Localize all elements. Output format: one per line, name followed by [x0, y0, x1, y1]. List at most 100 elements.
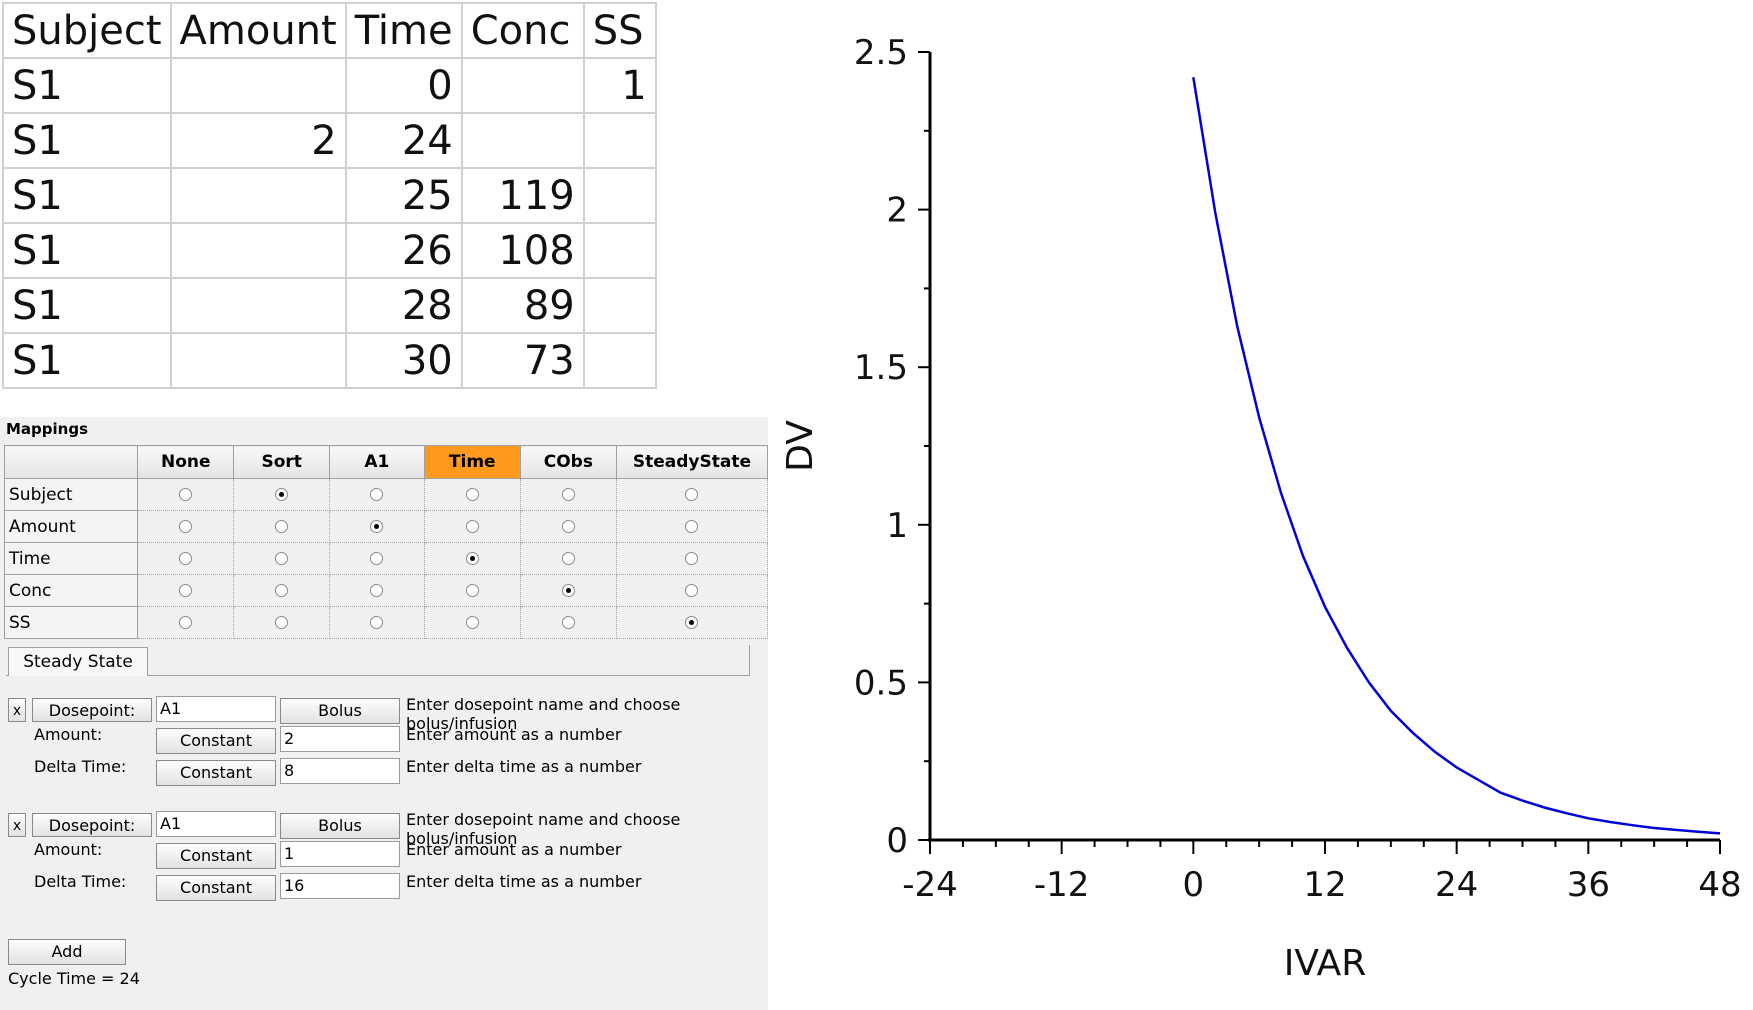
amount-input[interactable]: 2: [280, 726, 400, 752]
table-cell[interactable]: S1: [2, 222, 172, 279]
radio-button[interactable]: [275, 520, 289, 533]
table-cell[interactable]: 26: [344, 222, 463, 279]
radio-button[interactable]: [685, 584, 699, 597]
radio-button[interactable]: [561, 488, 575, 501]
add-button[interactable]: Add: [8, 939, 126, 965]
bolus-button[interactable]: Bolus: [280, 698, 400, 724]
amount-mode-button[interactable]: Constant: [156, 843, 276, 869]
table-cell[interactable]: 1: [582, 57, 657, 114]
mapping-column-steadystate[interactable]: SteadyState: [615, 445, 769, 479]
bolus-button[interactable]: Bolus: [280, 813, 400, 839]
mapping-cell: [423, 478, 521, 511]
dosepoint-input[interactable]: A1: [156, 811, 276, 837]
radio-button[interactable]: [275, 552, 289, 565]
table-cell[interactable]: 89: [460, 277, 585, 334]
series-line: [1192, 76, 1721, 835]
table-cell[interactable]: 30: [344, 332, 463, 389]
radio-button[interactable]: [465, 488, 479, 501]
delta-mode-button[interactable]: Constant: [156, 875, 276, 901]
column-header-time[interactable]: Time: [344, 2, 463, 59]
remove-dose-button[interactable]: x: [8, 813, 26, 837]
table-cell[interactable]: S1: [2, 112, 172, 169]
mapping-column-time[interactable]: Time: [423, 445, 521, 479]
mapping-row-label: Time: [3, 542, 139, 575]
table-cell[interactable]: S1: [2, 277, 172, 334]
table-cell[interactable]: [582, 222, 657, 279]
radio-button[interactable]: [370, 552, 384, 565]
radio-button[interactable]: [561, 616, 575, 629]
radio-button[interactable]: [685, 616, 699, 629]
x-axis-label: IVAR: [1284, 943, 1367, 984]
x-tick-label: 36: [1567, 865, 1610, 905]
radio-button[interactable]: [685, 520, 699, 533]
table-cell[interactable]: 24: [344, 112, 463, 169]
table-cell[interactable]: 28: [344, 277, 463, 334]
delta-time-input[interactable]: 8: [280, 758, 400, 784]
radio-button[interactable]: [275, 488, 289, 501]
radio-button[interactable]: [179, 552, 193, 565]
delta-time-input[interactable]: 16: [280, 873, 400, 899]
table-cell[interactable]: 2: [169, 112, 347, 169]
dosepoint-button[interactable]: Dosepoint:: [32, 813, 152, 837]
table-cell[interactable]: [169, 167, 347, 224]
table-cell[interactable]: [582, 332, 657, 389]
table-cell[interactable]: [460, 57, 585, 114]
table-cell[interactable]: 119: [460, 167, 585, 224]
dosepoint-input[interactable]: A1: [156, 696, 276, 722]
radio-button[interactable]: [179, 488, 193, 501]
table-cell[interactable]: 73: [460, 332, 585, 389]
radio-button[interactable]: [179, 584, 193, 597]
radio-button[interactable]: [179, 520, 193, 533]
data-table: Subject Amount Time Conc SS S1 0 1 S1 2 24 S1 25 119 S…: [2, 2, 657, 389]
radio-button[interactable]: [561, 584, 575, 597]
column-header-subject[interactable]: Subject: [2, 2, 172, 59]
radio-button[interactable]: [179, 616, 193, 629]
radio-button[interactable]: [370, 616, 384, 629]
dosepoint-button[interactable]: Dosepoint:: [32, 698, 152, 722]
table-row: S1 28 89: [2, 277, 657, 334]
radio-button[interactable]: [370, 584, 384, 597]
remove-dose-button[interactable]: x: [8, 698, 26, 722]
radio-button[interactable]: [561, 552, 575, 565]
table-cell[interactable]: [460, 112, 585, 169]
radio-button[interactable]: [465, 520, 479, 533]
table-cell[interactable]: [582, 167, 657, 224]
mapping-column-cobs[interactable]: CObs: [519, 445, 617, 479]
table-cell[interactable]: 25: [344, 167, 463, 224]
amount-mode-button[interactable]: Constant: [156, 728, 276, 754]
table-cell[interactable]: 108: [460, 222, 585, 279]
radio-button[interactable]: [465, 584, 479, 597]
table-cell[interactable]: S1: [2, 57, 172, 114]
table-cell[interactable]: [582, 112, 657, 169]
column-header-conc[interactable]: Conc: [460, 2, 585, 59]
table-cell[interactable]: [169, 222, 347, 279]
radio-button[interactable]: [465, 552, 479, 565]
table-cell[interactable]: [169, 332, 347, 389]
amount-input[interactable]: 1: [280, 841, 400, 867]
table-cell[interactable]: 0: [344, 57, 463, 114]
radio-button[interactable]: [685, 552, 699, 565]
table-cell[interactable]: [169, 57, 347, 114]
radio-button[interactable]: [275, 584, 289, 597]
table-cell[interactable]: S1: [2, 167, 172, 224]
column-header-amount[interactable]: Amount: [169, 2, 347, 59]
amount-hint: Enter amount as a number: [406, 840, 622, 859]
delta-mode-button[interactable]: Constant: [156, 760, 276, 786]
radio-button[interactable]: [370, 488, 384, 501]
radio-button[interactable]: [275, 616, 289, 629]
tab-steady-state[interactable]: Steady State: [8, 647, 148, 676]
radio-button[interactable]: [685, 488, 699, 501]
mapping-column-sort[interactable]: Sort: [233, 445, 331, 479]
mapping-cell: [615, 574, 769, 607]
column-header-ss[interactable]: SS: [582, 2, 657, 59]
table-cell[interactable]: [582, 277, 657, 334]
mapping-cell: [233, 606, 331, 639]
mapping-column-a1[interactable]: A1: [329, 445, 425, 479]
table-cell[interactable]: [169, 277, 347, 334]
table-cell[interactable]: S1: [2, 332, 172, 389]
cycle-time-label: Cycle Time = 24: [8, 969, 140, 988]
radio-button[interactable]: [561, 520, 575, 533]
mapping-column-none[interactable]: None: [137, 445, 235, 479]
radio-button[interactable]: [370, 520, 384, 533]
radio-button[interactable]: [465, 616, 479, 629]
